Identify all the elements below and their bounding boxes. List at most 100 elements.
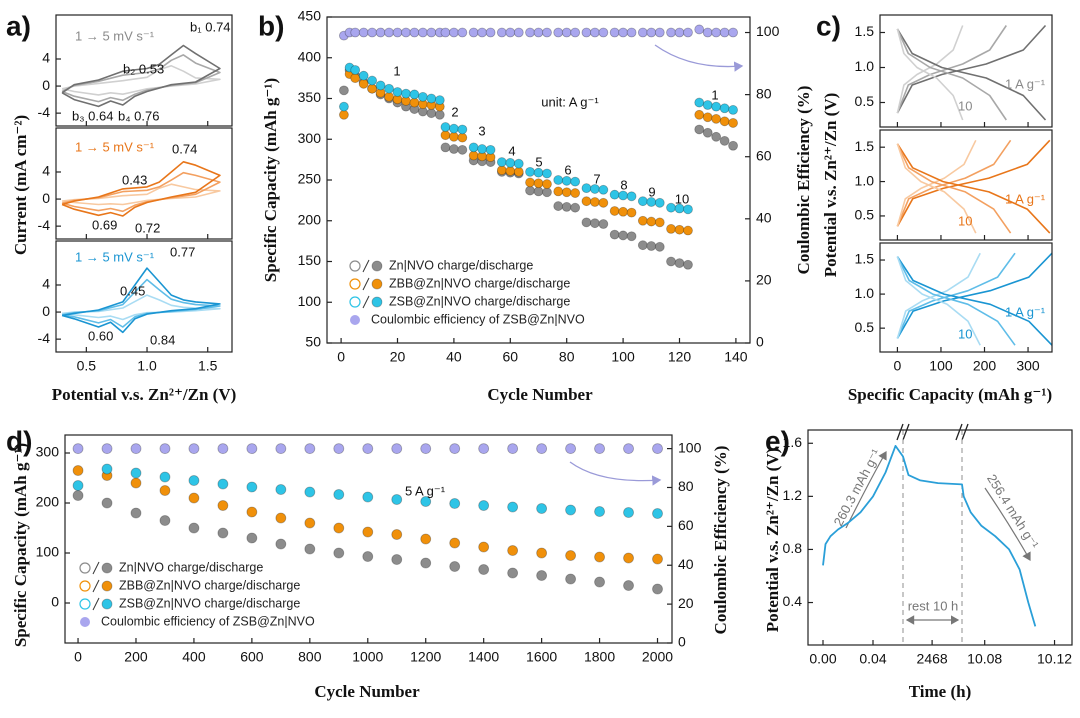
y-tick-label: 350 [298,89,322,105]
point [609,229,620,240]
y-tick-label: 450 [298,8,322,24]
point [440,142,451,153]
point [457,132,468,143]
point [457,27,468,38]
point [362,443,374,455]
legend-marker [349,278,361,290]
point [420,557,432,569]
point [652,583,663,595]
curve [896,24,1047,114]
point [694,97,705,108]
y-tick-label: 4 [42,276,50,292]
y2-tick-label: 60 [678,517,694,533]
point [561,27,572,38]
y-tick-label: -4 [38,330,51,346]
point [449,537,461,549]
y-tick-label: 200 [298,211,322,227]
point [505,27,516,38]
point [561,175,572,186]
y2-tick-label: 20 [756,272,772,288]
plot-frame [64,434,673,644]
point [72,480,84,491]
annotation: 1 → 5 mV s⁻¹ [75,249,155,264]
point [217,478,229,490]
legend-marker [371,278,383,290]
y-axis-label: Specific Capacity (mAh g⁻¹) [11,443,30,647]
annotation: 5 A g⁻¹ [405,483,446,498]
point [304,486,316,498]
point [626,231,637,242]
x-tick-label: 600 [240,649,264,665]
y-tick-label: 0 [51,594,59,610]
point [666,223,676,234]
point [217,443,229,455]
plot-frame [879,129,1053,241]
point [533,27,544,38]
y2-tick-label: 40 [678,556,694,572]
x-axis-label: Cycle Number [314,682,420,701]
point [505,157,516,168]
point [304,443,316,455]
curve [896,28,1047,121]
point [401,88,411,99]
annotation: 4 [508,143,515,158]
point [609,206,620,216]
point [426,27,437,38]
y-tick-label: -4 [38,104,51,120]
plot-frame [55,127,233,240]
x-tick-label: 60 [503,349,519,365]
point [188,522,200,534]
point [623,580,634,591]
point [426,93,437,104]
point [246,532,258,544]
point [513,27,524,38]
y-tick-label: 1.6 [783,434,803,450]
point [626,27,637,38]
point [542,187,552,198]
point [719,27,730,38]
point [565,504,576,516]
point [420,443,432,455]
curve [896,143,1051,234]
point [694,124,705,135]
y-tick-label: 250 [298,171,322,187]
point [426,108,437,119]
point [275,443,287,455]
curve [61,171,221,213]
annotation: 1 A g⁻¹ [1005,191,1046,206]
annotation: b₃ 0.64 [72,108,113,123]
legend-slash [92,597,100,611]
point [581,217,592,228]
y2-tick-label: 60 [756,147,772,163]
point [623,507,634,518]
point [674,258,685,269]
legend-marker [371,296,383,308]
point [507,567,519,579]
legend-marker [350,315,360,325]
annotation: rest 10 h [908,598,959,613]
point [339,101,349,112]
annotation: 7 [593,171,600,186]
legend-marker [101,562,113,574]
point [362,551,374,562]
point [449,443,461,455]
point [358,70,369,81]
point [375,27,386,38]
point [505,166,516,176]
y2-tick-label: 80 [678,478,694,494]
point [666,256,676,267]
panel-label: a) [6,10,31,41]
point [513,166,524,177]
point [553,201,564,211]
point [159,485,171,496]
legend-marker [79,562,91,574]
y-tick-label: 1.5 [855,23,875,39]
point [711,131,722,142]
point [618,230,628,241]
annotation: 1 [711,87,718,102]
curve [896,28,964,121]
y2-axis-label: Coulombic Efficiency (%) [794,86,813,275]
y-tick-label: 0 [42,303,50,319]
point [391,443,403,455]
annotation: 9 [648,184,655,199]
